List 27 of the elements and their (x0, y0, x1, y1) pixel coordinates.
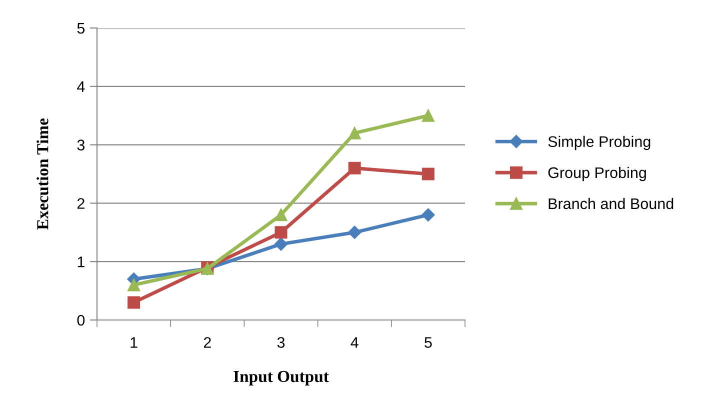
x-axis-title: Input Output (234, 370, 329, 386)
y-tick-label: 3 (77, 140, 85, 150)
point (422, 208, 435, 222)
legend-label: Group Probing (548, 166, 646, 182)
point (274, 237, 288, 251)
legend-label: Simple Probing (548, 136, 650, 150)
point (128, 296, 140, 309)
point (274, 208, 288, 222)
x-tick-label: 5 (424, 337, 432, 348)
y-tick-label: 0 (77, 314, 85, 326)
point (348, 126, 361, 140)
point (422, 168, 434, 180)
legend-label: Branch and Bound (548, 198, 674, 210)
x-tick-label: 2 (204, 337, 211, 348)
y-tick-label: 1 (78, 256, 84, 268)
point (128, 278, 140, 292)
x-tick-label: 3 (277, 337, 285, 348)
x-tick-label: 1 (130, 337, 138, 348)
point (348, 162, 361, 174)
y-tick-label: 5 (77, 23, 85, 34)
y-tick-label: 2 (77, 198, 84, 209)
point (274, 226, 288, 239)
y-axis-title: Execution Time (36, 118, 48, 230)
point (422, 109, 434, 122)
y-tick-label: 4 (77, 81, 85, 92)
point (348, 226, 362, 239)
x-tick-label: 4 (350, 337, 358, 348)
